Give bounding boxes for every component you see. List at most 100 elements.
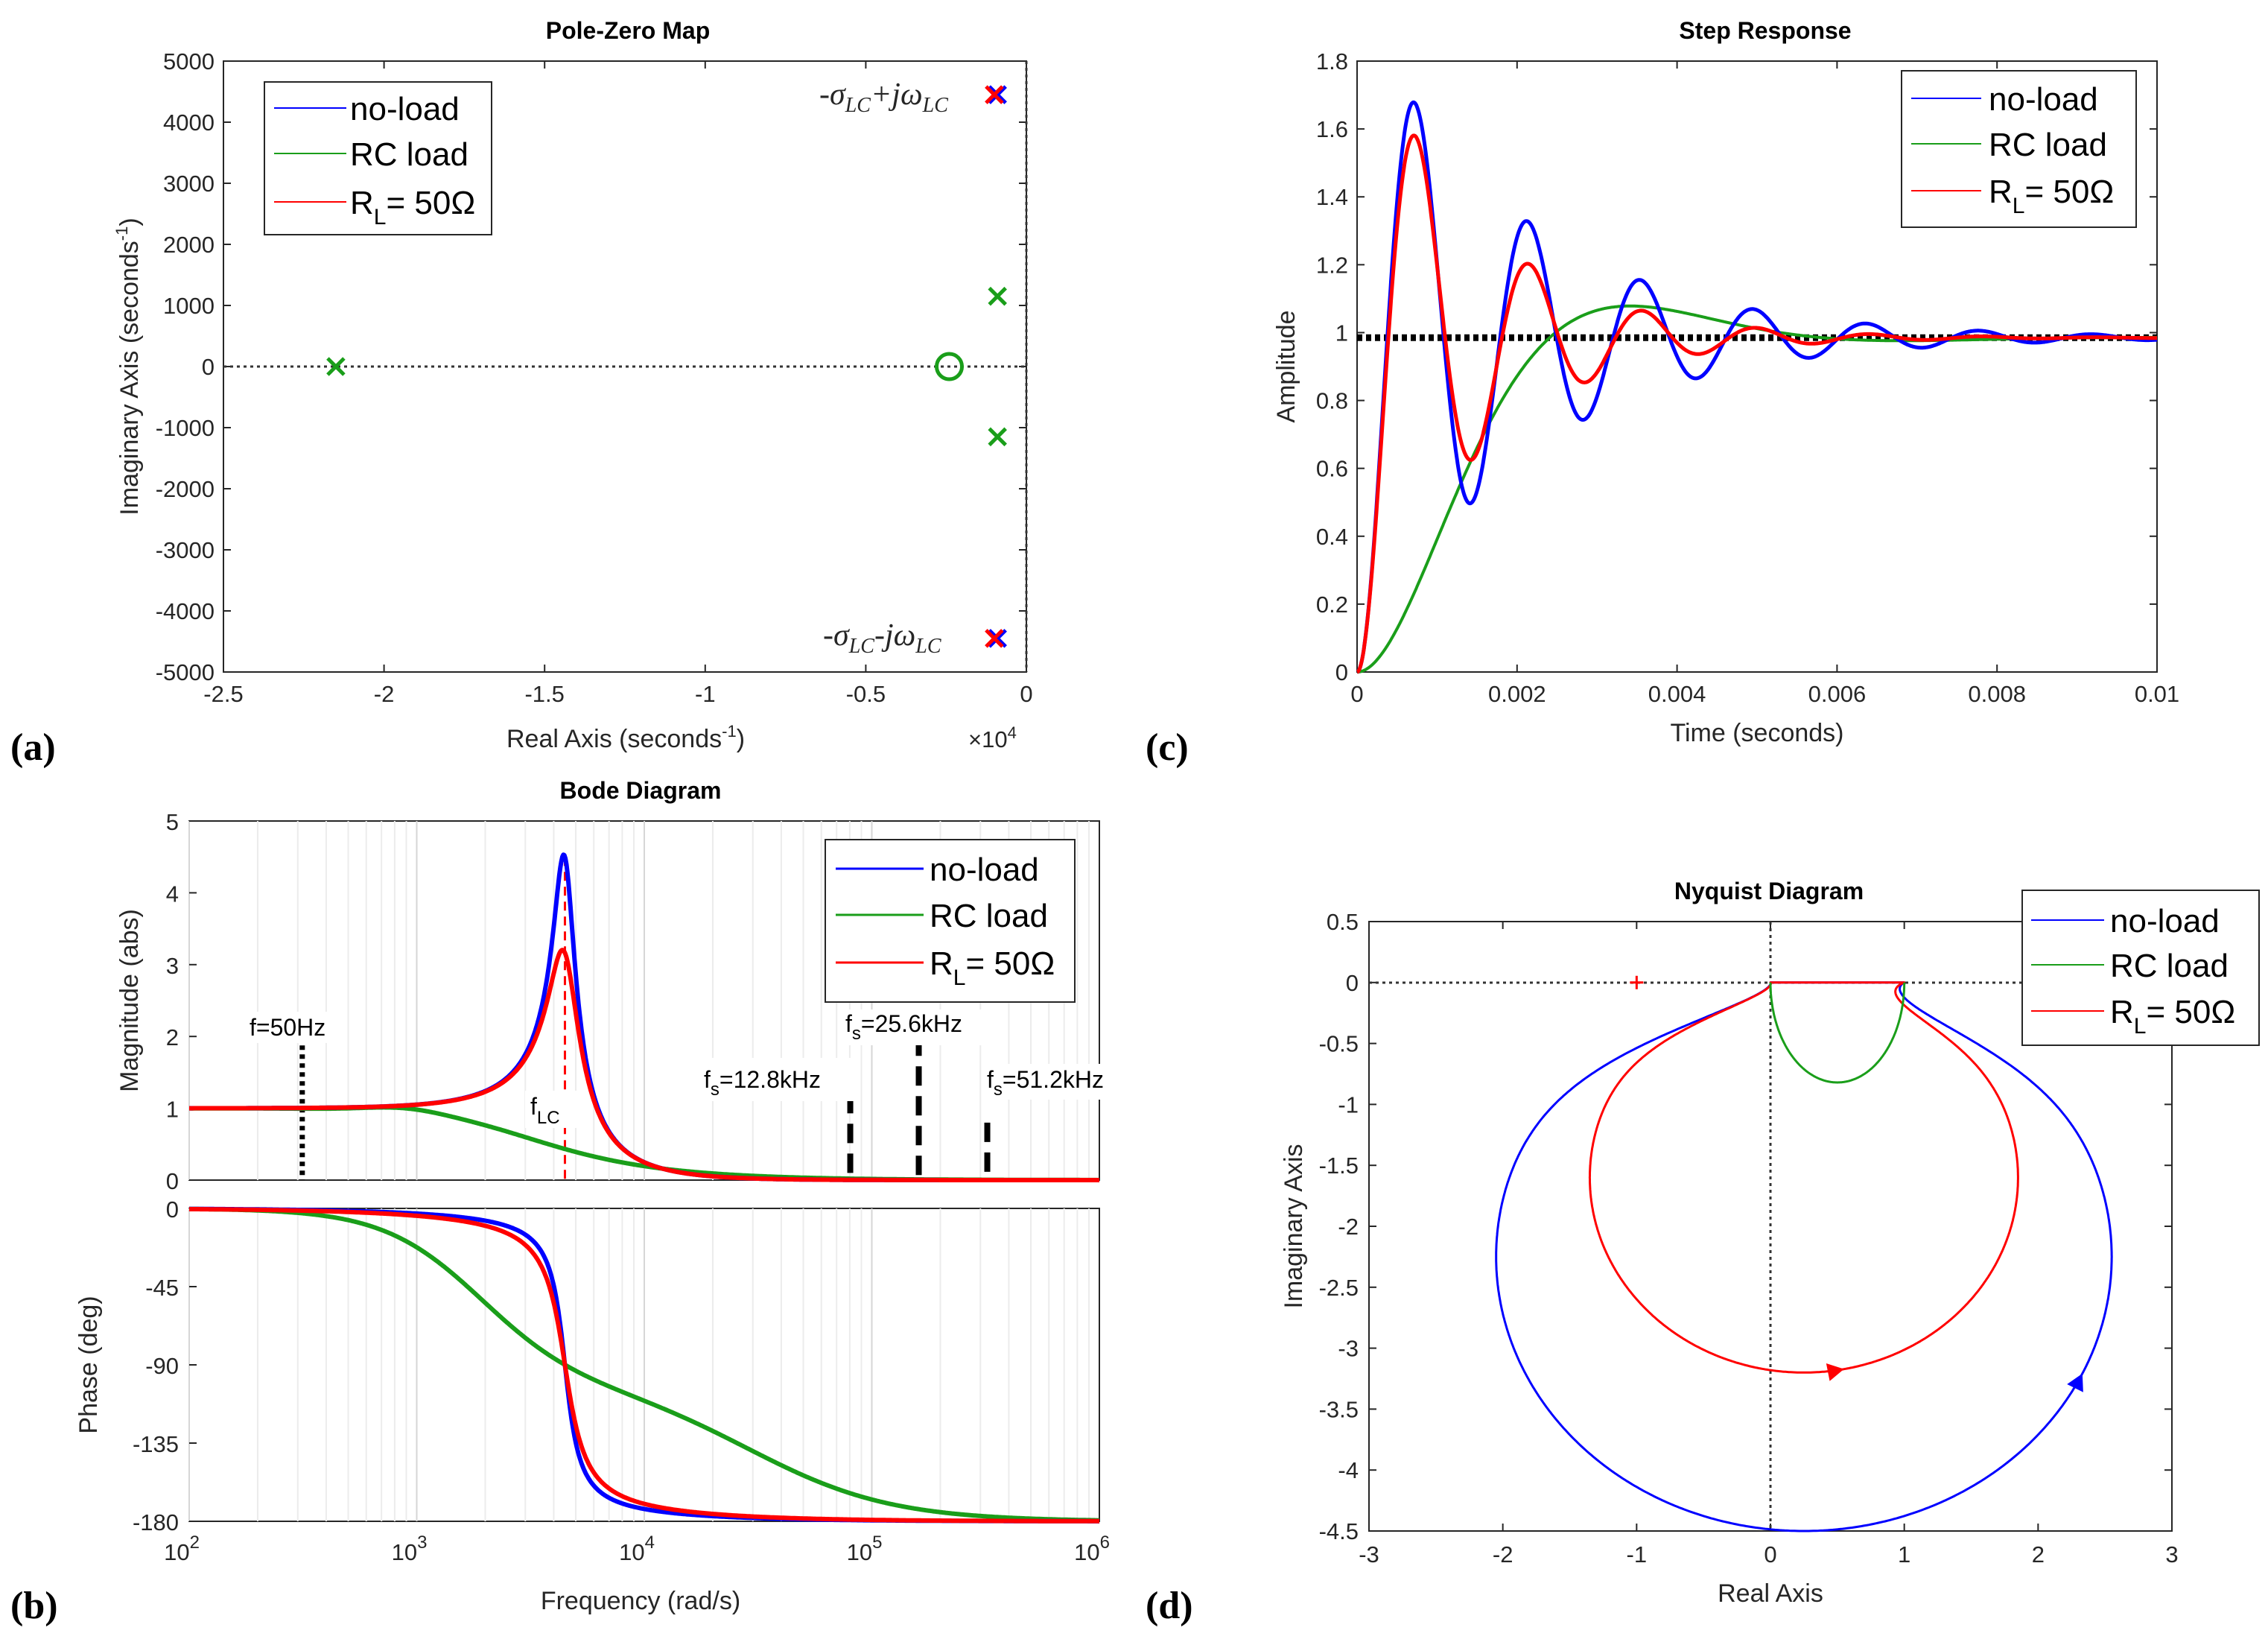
step-curve-rl bbox=[1356, 133, 2159, 674]
pz-y-tick-label: 2000 bbox=[163, 232, 215, 258]
step-y-tick-label: 0.8 bbox=[1316, 388, 1348, 414]
pz-legend-noload: no-load bbox=[350, 91, 460, 127]
bode-legend-rl: RL= 50Ω bbox=[930, 945, 1055, 990]
pz-annotation-lower: -σLC-jωLC bbox=[823, 618, 941, 658]
bode-mag-y-tick-label: 1 bbox=[166, 1097, 179, 1123]
pz-y-tick-label: 3000 bbox=[163, 171, 215, 197]
pz-x-tick-label: -0.5 bbox=[846, 681, 886, 707]
step-legend-noload: no-load bbox=[1989, 81, 2098, 118]
pz-legend-rc: RC load bbox=[350, 136, 468, 173]
nyquist-y-tick-label: -2 bbox=[1338, 1214, 1359, 1240]
pz-y-tick-label: -1000 bbox=[156, 415, 215, 441]
nyquist-y-tick-label: -3.5 bbox=[1319, 1396, 1359, 1422]
bode-label-fs-25k: fs=25.6kHz bbox=[845, 1010, 962, 1044]
pz-ticks: -2.5 -2 -1.5 -1 -0.5 0 5000 4000 3000 2000 1000 0 -1… bbox=[156, 48, 1033, 707]
pz-annotation-upper: -σLC+jωLC bbox=[819, 77, 948, 117]
step-y-tick-label: 1 bbox=[1335, 320, 1348, 346]
bode-phase-y-tick-label: -180 bbox=[133, 1509, 179, 1535]
bode-label-fs-51k: fs=51.2kHz bbox=[987, 1066, 1104, 1100]
step-ticks: 0 0.002 0.004 0.006 0.008 0.01 0 0.2 0.4 0.6 0.8 1 1… bbox=[1316, 48, 2179, 707]
pz-ylabel: Imaginary Axis (seconds-1) bbox=[112, 218, 144, 515]
pz-pole-rc bbox=[988, 286, 1007, 306]
step-title: Step Response bbox=[1679, 17, 1851, 44]
bode-phase-ylabel: Phase (deg) bbox=[74, 1296, 103, 1433]
step-y-tick-label: 1.6 bbox=[1316, 116, 1348, 142]
pz-y-tick-label: -2000 bbox=[156, 476, 215, 502]
pz-pole-noload bbox=[988, 629, 1007, 648]
nyquist-x-tick-label: -3 bbox=[1359, 1541, 1379, 1567]
nyquist-y-tick-label: -0.5 bbox=[1319, 1031, 1359, 1057]
step-x-tick-label: 0.006 bbox=[1808, 681, 1867, 707]
nyquist-y-tick-label: -2.5 bbox=[1319, 1275, 1359, 1301]
step-y-tick-label: 1.2 bbox=[1316, 252, 1348, 278]
bode-xlabel: Frequency (rad/s) bbox=[541, 1587, 740, 1615]
pole-zero-chart: Pole-Zero Map -2.5 -2 -1.5 -1 -0.5 0 5000 4000 3… bbox=[10, 17, 1033, 769]
nyquist-ylabel: Imaginary Axis bbox=[1280, 1144, 1308, 1308]
bode-phase-y-tick-label: -135 bbox=[133, 1431, 179, 1457]
nyquist-curves bbox=[1495, 975, 2113, 1532]
pz-zero-rc bbox=[935, 352, 965, 381]
pz-x-tick-label: -2.5 bbox=[203, 681, 243, 707]
step-legend-rl: RL= 50Ω bbox=[1989, 174, 2114, 218]
pz-x-tick-label: -1.5 bbox=[524, 681, 564, 707]
step-response-chart: Step Response 0 0.002 0.004 0.006 0.008 0.010… bbox=[1146, 17, 2179, 769]
pz-y-tick-label: 5000 bbox=[163, 48, 215, 75]
panel-label-a: (a) bbox=[10, 726, 56, 769]
bode-mag-y-tick-label: 5 bbox=[166, 809, 179, 835]
bode-phase-y-tick-label: 0 bbox=[166, 1196, 179, 1223]
bode-phase-y-tick-label: -45 bbox=[145, 1275, 179, 1301]
step-ylabel: Amplitude bbox=[1272, 310, 1300, 422]
bode-x-tick-label: 103 bbox=[392, 1532, 428, 1565]
nyquist-x-tick-label: 1 bbox=[1898, 1541, 1910, 1567]
pz-y-tick-label: 0 bbox=[202, 354, 215, 380]
bode-ticks: 102 103 104 105 106 0 1 2 3 4 5 0 -45 -90 -135 -180 bbox=[133, 809, 1110, 1565]
bode-mag-y-tick-label: 2 bbox=[166, 1024, 179, 1050]
bode-label-fs-12k: fs=12.8kHz bbox=[704, 1066, 821, 1100]
nyquist-x-tick-label: 3 bbox=[2165, 1541, 2178, 1567]
nyquist-y-tick-label: -4 bbox=[1338, 1457, 1359, 1483]
pz-pole-rc bbox=[988, 427, 1007, 447]
nyquist-y-tick-label: -4.5 bbox=[1319, 1518, 1359, 1544]
nyquist-x-tick-label: -2 bbox=[1493, 1541, 1513, 1567]
step-legend-rc: RC load bbox=[1989, 127, 2107, 163]
step-y-tick-label: 0.4 bbox=[1316, 524, 1348, 550]
bode-legend-noload: no-load bbox=[930, 852, 1039, 888]
step-curve-noload bbox=[1356, 100, 2159, 674]
pz-x-tick-label: -1 bbox=[695, 681, 716, 707]
nyquist-legend-rl: RL= 50Ω bbox=[2110, 994, 2235, 1039]
nyquist-curve-noload-arrow bbox=[2067, 1373, 2083, 1392]
step-x-tick-label: 0.002 bbox=[1488, 681, 1546, 707]
nyquist-ticks: -3 -2 -1 0 1 2 3 0.5 0 -0.5 -1 -1.5 -2 -2.5 -3 -3.5 -4 -4… bbox=[1319, 909, 2179, 1567]
panel-label-c: (c) bbox=[1146, 726, 1189, 769]
step-xlabel: Time (seconds) bbox=[1670, 719, 1843, 747]
bode-phase-rc bbox=[188, 1206, 1101, 1523]
pz-xlabel: Real Axis (seconds-1) bbox=[506, 722, 745, 753]
panel-label-b: (b) bbox=[10, 1585, 58, 1627]
bode-phase-y-tick-label: -90 bbox=[145, 1353, 179, 1379]
step-x-tick-label: 0.01 bbox=[2135, 681, 2179, 707]
nyquist-legend: no-load RC load RL= 50Ω bbox=[2021, 890, 2260, 1046]
nyquist-x-tick-label: 0 bbox=[1764, 1541, 1776, 1567]
step-x-tick-label: 0.004 bbox=[1648, 681, 1706, 707]
bode-label-flc: fLC bbox=[530, 1093, 560, 1128]
pz-pole-rc bbox=[326, 357, 346, 376]
pz-y-tick-label: 4000 bbox=[163, 110, 215, 136]
pz-x-tick-label: 0 bbox=[1020, 681, 1032, 707]
bode-title: Bode Diagram bbox=[560, 777, 722, 804]
nyquist-curve-rl-arrow bbox=[1826, 1363, 1844, 1381]
bode-mag-y-tick-label: 3 bbox=[166, 953, 179, 979]
bode-x-tick-label: 104 bbox=[619, 1532, 655, 1565]
nyquist-y-tick-label: -3 bbox=[1338, 1336, 1359, 1362]
bode-chart: Bode Diagram 102 103 104 105 106 0 1 2 3 4 5 0 -45 -9… bbox=[10, 777, 1142, 1627]
bode-curves bbox=[188, 852, 1101, 1524]
panel-label-d: (d) bbox=[1146, 1585, 1193, 1627]
nyquist-legend-rc: RC load bbox=[2110, 948, 2229, 984]
nyquist-y-tick-label: -1.5 bbox=[1319, 1153, 1359, 1179]
bode-legend: no-load RC load RL= 50Ω bbox=[825, 839, 1076, 1003]
nyquist-title: Nyquist Diagram bbox=[1674, 878, 1864, 904]
nyquist-legend-noload: no-load bbox=[2110, 903, 2220, 939]
pz-pole-noload bbox=[988, 85, 1007, 104]
nyquist-curve-rc bbox=[1769, 982, 1906, 1084]
bode-phase-rl bbox=[188, 1206, 1101, 1524]
